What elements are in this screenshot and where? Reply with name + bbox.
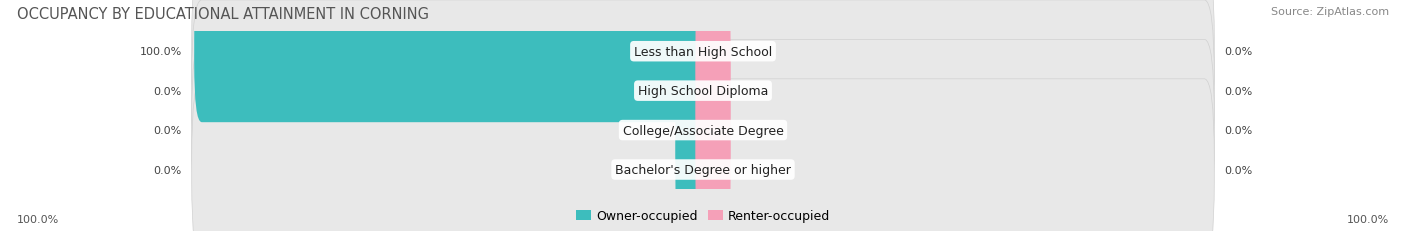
Text: High School Diploma: High School Diploma [638, 85, 768, 98]
FancyBboxPatch shape [191, 79, 1215, 231]
FancyBboxPatch shape [191, 1, 1215, 182]
FancyBboxPatch shape [194, 0, 710, 123]
Text: Bachelor's Degree or higher: Bachelor's Degree or higher [614, 163, 792, 176]
Text: 0.0%: 0.0% [1225, 165, 1253, 175]
Text: 100.0%: 100.0% [139, 47, 181, 57]
Text: 0.0%: 0.0% [1225, 47, 1253, 57]
FancyBboxPatch shape [675, 60, 710, 201]
Legend: Owner-occupied, Renter-occupied: Owner-occupied, Renter-occupied [576, 210, 830, 222]
FancyBboxPatch shape [696, 99, 731, 231]
FancyBboxPatch shape [696, 60, 731, 201]
FancyBboxPatch shape [675, 99, 710, 231]
Text: 100.0%: 100.0% [17, 214, 59, 224]
FancyBboxPatch shape [696, 21, 731, 162]
FancyBboxPatch shape [675, 21, 710, 162]
FancyBboxPatch shape [696, 0, 731, 123]
Text: 0.0%: 0.0% [153, 86, 181, 96]
Text: College/Associate Degree: College/Associate Degree [623, 124, 783, 137]
Text: OCCUPANCY BY EDUCATIONAL ATTAINMENT IN CORNING: OCCUPANCY BY EDUCATIONAL ATTAINMENT IN C… [17, 7, 429, 22]
Text: 0.0%: 0.0% [1225, 125, 1253, 136]
FancyBboxPatch shape [191, 0, 1215, 142]
Text: 0.0%: 0.0% [1225, 86, 1253, 96]
Text: 0.0%: 0.0% [153, 165, 181, 175]
Text: Less than High School: Less than High School [634, 46, 772, 58]
FancyBboxPatch shape [191, 40, 1215, 221]
Text: 0.0%: 0.0% [153, 125, 181, 136]
Text: 100.0%: 100.0% [1347, 214, 1389, 224]
Text: Source: ZipAtlas.com: Source: ZipAtlas.com [1271, 7, 1389, 17]
